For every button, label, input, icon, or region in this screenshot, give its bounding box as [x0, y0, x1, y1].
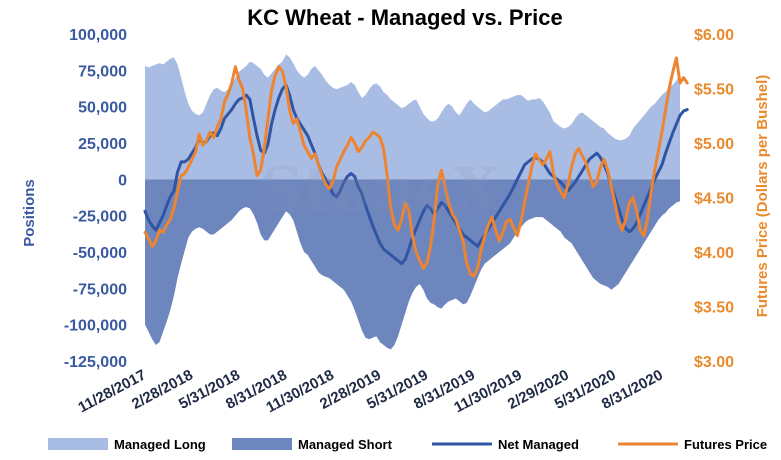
left-tick-label: 75,000 — [78, 63, 127, 80]
left-tick-label: -50,000 — [73, 245, 127, 262]
left-tick-label: 25,000 — [78, 136, 127, 153]
left-tick-label: -75,000 — [73, 281, 127, 298]
legend-swatch — [232, 438, 292, 450]
x-axis-ticks: 11/28/20172/28/20185/31/20188/31/201811/… — [75, 367, 665, 417]
right-axis-label: Futures Price (Dollars per Bushel) — [754, 75, 771, 318]
legend-label: Managed Short — [298, 437, 393, 452]
left-axis-ticks: 100,000 75,000 50,000 25,000 0 -25,000 -50,000… — [64, 27, 127, 371]
watermark-logo: StoneX — [260, 155, 500, 225]
legend-label: Futures Price — [684, 437, 767, 452]
series-line-futures-price — [143, 56, 689, 278]
left-tick-label: 100,000 — [69, 27, 127, 44]
right-tick-label: $5.00 — [694, 136, 734, 153]
left-tick-label: 0 — [118, 172, 127, 189]
series-line-net-managed — [143, 83, 689, 266]
legend-label: Managed Long — [114, 437, 206, 452]
right-tick-label: $5.50 — [694, 82, 734, 99]
series-area-managed-short — [145, 179, 680, 350]
left-tick-label: -25,000 — [73, 209, 127, 226]
legend-label: Net Managed — [498, 437, 579, 452]
left-tick-label: -100,000 — [64, 318, 127, 335]
right-tick-label: $6.00 — [694, 27, 734, 44]
right-tick-label: $3.50 — [694, 300, 734, 317]
right-tick-label: $4.50 — [694, 191, 734, 208]
chart-title: KC Wheat - Managed vs. Price — [247, 5, 562, 30]
left-tick-label: -125,000 — [64, 354, 127, 371]
plot-area — [143, 54, 689, 350]
right-tick-label: $4.00 — [694, 245, 734, 262]
legend: Managed Long Managed Short Net Managed Futu… — [48, 437, 767, 452]
right-tick-label: $3.00 — [694, 354, 734, 371]
right-axis-ticks: $6.00 $5.50 $5.00 $4.50 $4.00 $3.50 $3.00 — [694, 27, 734, 371]
left-tick-label: 50,000 — [78, 100, 127, 117]
legend-swatch — [48, 438, 108, 450]
left-axis-label: Positions — [21, 179, 38, 247]
series-area-managed-long — [145, 54, 680, 180]
